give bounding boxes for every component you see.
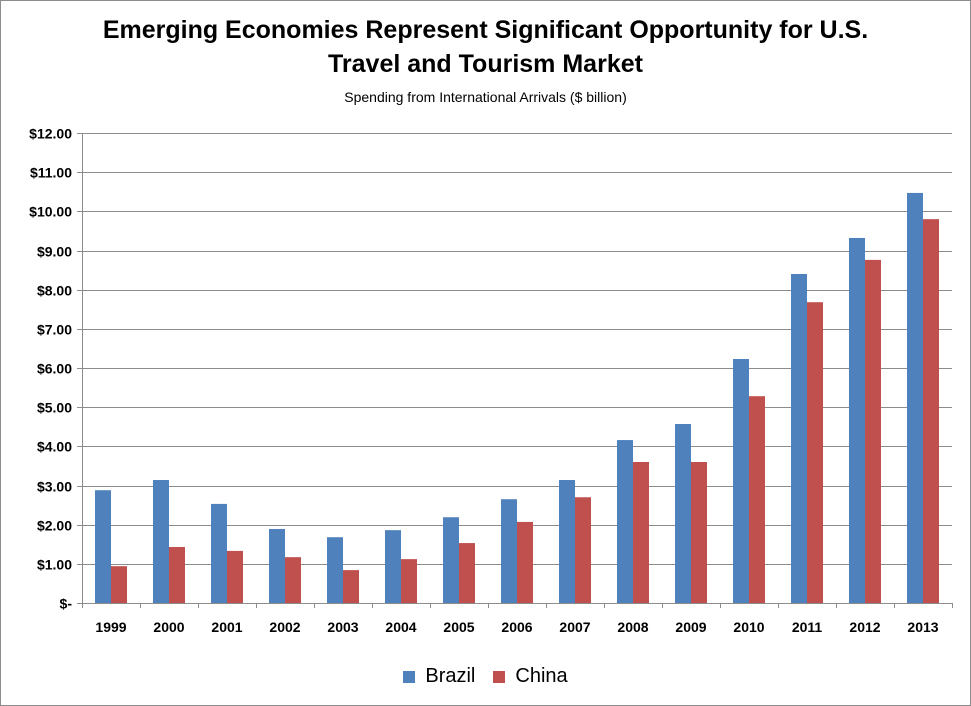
bar-china-2005 [459,543,475,603]
bar-brazil-2006 [501,499,517,603]
chart-title-line-2: Travel and Tourism Market [328,50,643,78]
x-tick-label: 2008 [617,619,648,635]
bar-china-1999 [111,566,127,603]
bar-china-2011 [807,302,823,603]
x-tick-label: 2006 [501,619,532,635]
x-tick-label: 2007 [559,619,590,635]
y-tick-label: $1.00 [37,557,72,573]
y-tick-label: $9.00 [37,244,72,260]
y-tick-label: $10.00 [29,204,72,220]
legend-label-brazil: Brazil [425,665,476,687]
y-tick-label: $5.00 [37,400,72,416]
y-tick-label: $7.00 [37,322,72,338]
x-tick-label: 2013 [907,619,938,635]
x-tick-label: 1999 [95,619,126,635]
bar-brazil-2000 [153,480,169,603]
bar-china-2004 [401,559,417,603]
x-tick-label: 2005 [443,619,474,635]
bar-brazil-2008 [617,440,633,603]
x-tick-label: 2003 [327,619,358,635]
y-tick-label: $11.00 [30,165,72,181]
bar-brazil-2011 [791,274,807,603]
bar-china-2008 [633,462,649,603]
x-axis-ticks: 1999 2000 2001 2002 2003 2004 2005 2006 2007 2008… [95,603,953,635]
bar-brazil-2002 [269,528,285,603]
x-tick-label: 2009 [675,619,706,635]
bar-china-2002 [285,557,301,603]
y-tick-label: $3.00 [37,479,72,495]
y-tick-label: $12.00 [29,126,72,142]
bar-china-2012 [865,259,881,603]
bar-brazil-2007 [559,480,575,603]
x-tick-label: 2000 [153,619,184,635]
y-axis-ticks: $- $1.00 $2.00 $3.00 $4.00 $5.00 $6.00 $7.00 $8.… [29,126,82,612]
bar-brazil-2010 [733,358,749,603]
legend-item-brazil: Brazil [403,665,475,688]
bar-brazil-2012 [849,237,865,603]
legend-label-china: China [515,665,568,687]
legend-swatch-china [493,670,506,683]
legend-item-china: China [493,665,568,688]
bar-china-2000 [169,546,185,603]
bar-brazil-2001 [211,503,227,603]
chart-subtitle: Spending from International Arrivals ($ … [344,89,627,105]
bar-brazil-1999 [95,490,111,603]
bar-china-2013 [923,219,939,603]
bar-china-2001 [227,550,243,603]
bar-china-2006 [517,521,533,603]
x-tick-label: 2002 [269,619,300,635]
x-tick-label: 2011 [792,619,823,635]
bar-brazil-2013 [907,192,923,604]
bar-brazil-2004 [385,530,401,603]
x-tick-label: 2012 [849,619,880,635]
y-tick-label: $6.00 [37,361,72,377]
y-tick-label: $4.00 [37,439,72,455]
chart-title-line-1: Emerging Economies Represent Significant… [102,16,869,44]
bar-china-2009 [691,462,707,603]
bar-brazil-2009 [675,424,691,603]
bars [95,192,939,604]
x-tick-label: 2004 [385,619,416,635]
y-tick-label: $- [60,596,73,612]
y-tick-label: $8.00 [37,283,72,299]
bar-china-2010 [749,396,765,603]
axes [82,133,952,608]
bar-china-2003 [343,570,359,603]
legend-swatch-brazil [403,670,416,683]
bar-brazil-2003 [327,537,343,603]
bar-china-2007 [575,497,591,603]
y-tick-label: $2.00 [37,518,72,534]
x-tick-label: 2001 [211,619,242,635]
x-tick-label: 2010 [733,619,764,635]
legend: Brazil China [0,665,971,688]
bar-brazil-2005 [443,517,459,603]
